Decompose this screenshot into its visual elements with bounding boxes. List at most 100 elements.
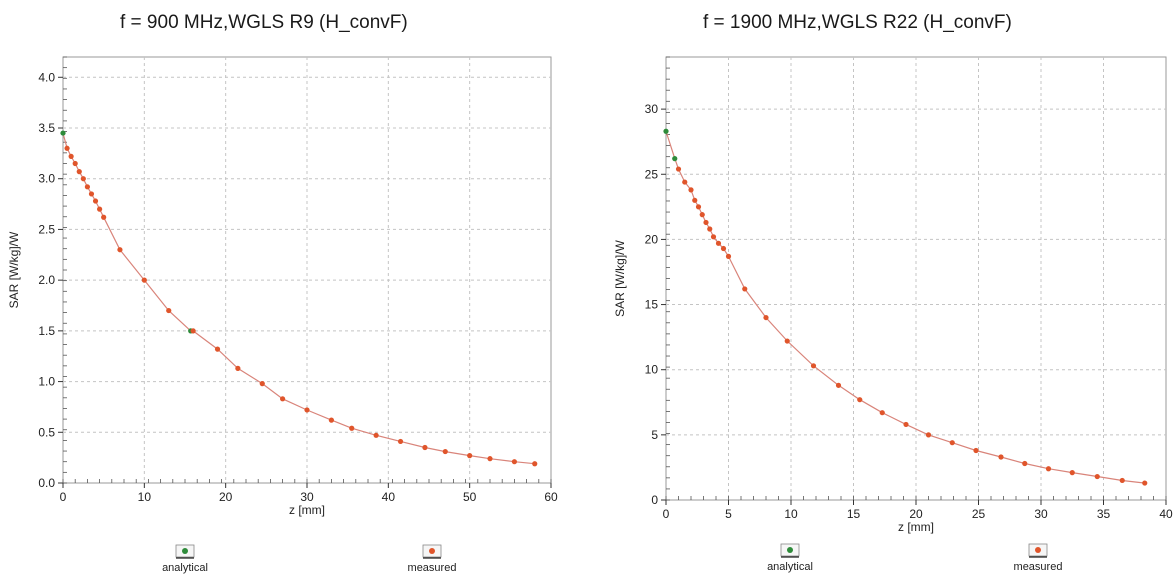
measured-point [763, 314, 769, 321]
measured-point [675, 166, 682, 172]
measured-point [141, 277, 147, 283]
x-tick-label: 30 [1034, 507, 1048, 521]
x-tick-label: 20 [219, 490, 233, 504]
y-tick-label: 3.5 [38, 121, 55, 135]
measured-point [487, 456, 493, 462]
y-axis-label: SAR [W/kg]/W [613, 239, 627, 316]
x-tick-label: 40 [1159, 507, 1173, 521]
y-tick-label: 30 [645, 102, 659, 116]
measured-point [84, 184, 90, 190]
x-tick-label: 35 [1097, 507, 1111, 521]
measured-point [879, 410, 885, 416]
legend-marker-measured [429, 548, 435, 554]
analytical-point [663, 128, 669, 134]
x-tick-label: 50 [463, 490, 477, 504]
measured-point [692, 197, 698, 203]
measured-point [710, 234, 717, 240]
legend-label-analytical: analytical [767, 561, 813, 573]
measured-point [280, 396, 286, 402]
x-tick-label: 40 [382, 490, 396, 504]
measured-point [442, 448, 448, 455]
measured-point [784, 338, 790, 344]
measured-point [998, 454, 1004, 460]
measured-point [699, 212, 705, 218]
measured-point [328, 417, 334, 423]
measured-point [190, 328, 196, 334]
measured-point [117, 247, 123, 253]
measured-point [715, 240, 722, 246]
measured-point [707, 226, 713, 232]
measured-point [688, 187, 694, 193]
y-tick-label: 0.0 [38, 476, 55, 490]
measured-point [166, 307, 172, 314]
measured-point [76, 169, 82, 175]
measured-point [1119, 477, 1125, 484]
x-axis-label: z [mm] [289, 503, 325, 517]
measured-point [1045, 466, 1052, 472]
x-tick-label: 0 [663, 507, 670, 521]
y-tick-label: 3.0 [38, 172, 55, 186]
y-tick-label: 1.5 [38, 324, 55, 338]
measured-point [422, 444, 428, 451]
y-tick-label: 20 [645, 232, 659, 246]
legend-marker-analytical [787, 547, 793, 553]
measured-point [92, 198, 99, 204]
chart-title: f = 1900 MHz,WGLS R22 (H_convF) [703, 12, 1012, 33]
measured-point [214, 346, 221, 352]
chart-1900mhz: 0 5 10 15 20 25 30 0 5 10 15 20 25 30 35 40 z [mm] SAR [W… [613, 56, 1173, 573]
measured-point [304, 407, 310, 413]
analytical-point [60, 130, 66, 136]
measured-point [235, 365, 241, 371]
legend-label-measured: measured [408, 562, 457, 574]
y-tick-label: 15 [645, 298, 659, 312]
y-tick-label: 5 [651, 428, 658, 442]
y-tick-label: 2.0 [38, 273, 55, 287]
x-tick-label: 60 [544, 490, 558, 504]
x-tick-label: 0 [60, 490, 67, 504]
measured-point [1094, 473, 1100, 480]
measured-point [695, 204, 702, 210]
y-tick-label: 4.0 [38, 70, 55, 84]
measured-point [903, 421, 909, 428]
x-tick-label: 25 [972, 507, 986, 521]
legend-marker-measured [1035, 547, 1041, 553]
chart-title: f = 900 MHz,WGLS R9 (H_convF) [120, 12, 408, 33]
measured-point [835, 382, 842, 388]
measured-point [64, 145, 70, 151]
measured-point [1022, 460, 1028, 467]
chart-900mhz: 0.0 0.5 1.0 1.5 2.0 2.5 3.0 3.5 4.0 0 10 20 30 40 50 60… [7, 56, 558, 574]
y-tick-label: 2.5 [38, 222, 55, 236]
x-tick-label: 20 [909, 507, 923, 521]
measured-point [259, 381, 265, 387]
y-tick-label: 0 [651, 493, 658, 507]
measured-point [511, 459, 517, 465]
chart-panel-900mhz: f = 900 MHz,WGLS R9 (H_convF) 0.0 0.5 1.0 1… [0, 0, 587, 581]
measured-point [857, 397, 863, 403]
x-tick-label: 10 [784, 507, 798, 521]
measured-point [1069, 470, 1075, 476]
y-tick-label: 25 [645, 167, 659, 181]
measured-point [810, 363, 817, 369]
measured-point [397, 438, 404, 445]
x-tick-label: 30 [300, 490, 314, 504]
measured-point [97, 206, 103, 212]
measured-point [373, 432, 379, 438]
measured-point [682, 179, 688, 185]
y-tick-label: 1.0 [38, 375, 55, 389]
measured-point [720, 245, 727, 252]
legend-label-measured: measured [1014, 561, 1063, 573]
measured-point [949, 440, 955, 446]
x-tick-label: 10 [138, 490, 152, 504]
x-tick-label: 15 [847, 507, 861, 521]
legend-label-analytical: analytical [162, 562, 208, 574]
measured-point [725, 253, 732, 259]
measured-point [68, 153, 74, 159]
measured-point [88, 191, 95, 197]
measured-point [973, 447, 979, 454]
measured-point [1142, 480, 1148, 486]
x-axis-label: z [mm] [898, 520, 934, 534]
measured-point [703, 219, 709, 226]
y-tick-label: 10 [645, 363, 659, 377]
y-axis-label: SAR [W/kg]/W [7, 231, 21, 308]
y-tick-label: 0.5 [38, 425, 55, 439]
